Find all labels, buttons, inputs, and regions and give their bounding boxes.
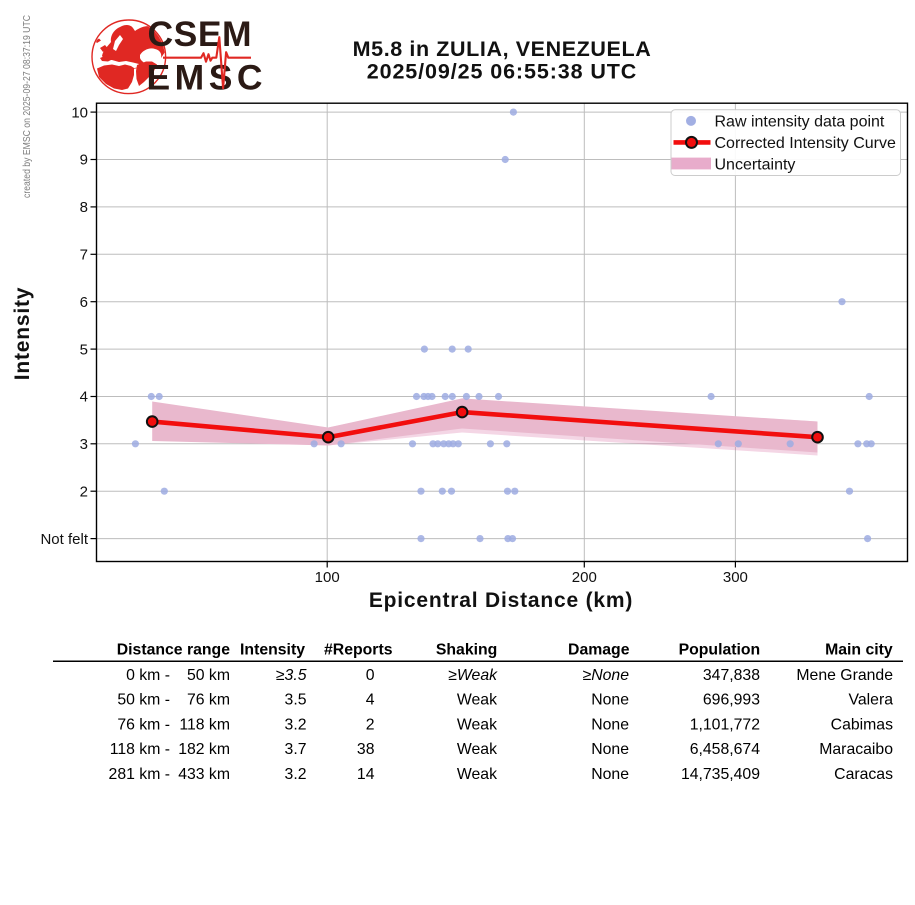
svg-text:≥3.5: ≥3.5 bbox=[276, 667, 307, 684]
svg-text:3.2: 3.2 bbox=[285, 766, 307, 783]
svg-text:Epicentral Distance (km): Epicentral Distance (km) bbox=[369, 589, 633, 612]
svg-text:182 km: 182 km bbox=[178, 741, 230, 758]
svg-text:#Reports: #Reports bbox=[324, 642, 393, 659]
svg-text:200: 200 bbox=[572, 569, 597, 586]
svg-text:76 km -: 76 km - bbox=[117, 716, 170, 733]
svg-text:Maracaibo: Maracaibo bbox=[819, 741, 893, 758]
svg-text:10: 10 bbox=[71, 104, 88, 121]
svg-text:Damage: Damage bbox=[568, 642, 630, 659]
svg-text:Corrected Intensity Curve: Corrected Intensity Curve bbox=[715, 135, 897, 152]
svg-text:118 km: 118 km bbox=[179, 716, 230, 733]
svg-text:None: None bbox=[591, 741, 629, 758]
svg-text:14: 14 bbox=[357, 766, 375, 783]
svg-text:created by EMSC on 2025-09-27: created by EMSC on 2025-09-27 08:37:19 U… bbox=[22, 15, 33, 198]
svg-text:8: 8 bbox=[80, 199, 88, 216]
svg-text:3.5: 3.5 bbox=[285, 692, 307, 709]
svg-text:Uncertainty: Uncertainty bbox=[715, 156, 796, 173]
svg-text:Weak: Weak bbox=[457, 716, 497, 733]
svg-text:Caracas: Caracas bbox=[834, 766, 893, 783]
svg-text:Main city: Main city bbox=[825, 642, 893, 659]
svg-text:2: 2 bbox=[366, 716, 375, 733]
svg-text:433 km: 433 km bbox=[178, 766, 230, 783]
svg-text:5: 5 bbox=[80, 341, 88, 358]
svg-text:Weak: Weak bbox=[457, 741, 497, 758]
svg-text:4: 4 bbox=[366, 692, 375, 709]
svg-text:50 km: 50 km bbox=[187, 667, 230, 684]
svg-text:76 km: 76 km bbox=[187, 692, 230, 709]
svg-text:14,735,409: 14,735,409 bbox=[681, 766, 760, 783]
svg-text:Weak: Weak bbox=[457, 692, 497, 709]
svg-text:100: 100 bbox=[315, 569, 340, 586]
svg-text:50 km -: 50 km - bbox=[117, 692, 170, 709]
svg-text:Mene Grande: Mene Grande bbox=[796, 667, 893, 684]
svg-text:CSEM: CSEM bbox=[148, 14, 253, 54]
svg-text:≥Weak: ≥Weak bbox=[448, 667, 498, 684]
svg-text:EMSC: EMSC bbox=[147, 58, 268, 98]
svg-text:0: 0 bbox=[366, 667, 375, 684]
svg-text:3: 3 bbox=[80, 436, 88, 453]
svg-text:None: None bbox=[591, 716, 629, 733]
svg-text:None: None bbox=[591, 692, 629, 709]
svg-text:Raw intensity data point: Raw intensity data point bbox=[715, 114, 885, 131]
svg-text:≥None: ≥None bbox=[583, 667, 630, 684]
svg-text:Population: Population bbox=[679, 642, 761, 659]
svg-text:6: 6 bbox=[80, 294, 88, 311]
svg-text:38: 38 bbox=[357, 741, 375, 758]
svg-text:2025/09/25 06:55:38 UTC: 2025/09/25 06:55:38 UTC bbox=[367, 60, 638, 84]
svg-text:Distance range: Distance range bbox=[117, 642, 230, 659]
svg-text:Intensity: Intensity bbox=[11, 287, 34, 381]
svg-text:Weak: Weak bbox=[457, 766, 497, 783]
svg-text:0 km -: 0 km - bbox=[126, 667, 170, 684]
svg-text:Intensity: Intensity bbox=[240, 642, 305, 659]
svg-text:281 km -: 281 km - bbox=[109, 766, 170, 783]
svg-text:Shaking: Shaking bbox=[436, 642, 497, 659]
svg-text:7: 7 bbox=[80, 247, 88, 264]
svg-text:None: None bbox=[591, 766, 629, 783]
svg-text:Not felt: Not felt bbox=[40, 531, 88, 548]
svg-text:6,458,674: 6,458,674 bbox=[690, 741, 760, 758]
svg-text:4: 4 bbox=[80, 389, 88, 406]
svg-text:118 km -: 118 km - bbox=[110, 741, 170, 758]
svg-text:2: 2 bbox=[80, 483, 88, 500]
svg-text:696,993: 696,993 bbox=[703, 692, 760, 709]
svg-text:3.7: 3.7 bbox=[285, 741, 307, 758]
svg-text:9: 9 bbox=[80, 152, 88, 169]
svg-text:1,101,772: 1,101,772 bbox=[690, 716, 760, 733]
svg-text:347,838: 347,838 bbox=[703, 667, 760, 684]
svg-text:3.2: 3.2 bbox=[285, 716, 307, 733]
svg-text:Valera: Valera bbox=[849, 692, 894, 709]
svg-text:300: 300 bbox=[723, 569, 748, 586]
svg-text:Cabimas: Cabimas bbox=[831, 716, 893, 733]
svg-text:M5.8 in ZULIA, VENEZUELA: M5.8 in ZULIA, VENEZUELA bbox=[353, 37, 652, 61]
